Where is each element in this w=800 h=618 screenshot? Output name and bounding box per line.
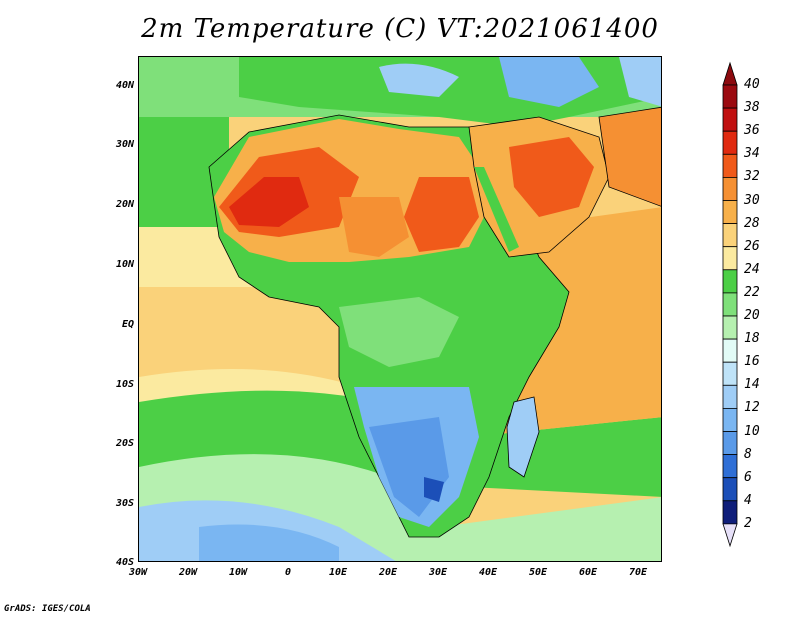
colorbar-label: 6 bbox=[744, 469, 752, 485]
colorbar-label: 20 bbox=[744, 308, 760, 323]
colorbar-swatch bbox=[722, 153, 738, 178]
lon-label-20w: 20W bbox=[178, 567, 198, 578]
map-title: 2m Temperature (C) VT:2021061400 bbox=[141, 14, 659, 44]
arabia-hotter bbox=[509, 137, 594, 217]
colorbar-swatch bbox=[722, 176, 738, 201]
colorbar-swatch bbox=[722, 500, 738, 525]
colorbar-label: 18 bbox=[744, 331, 760, 347]
lat-label-20s: 20S bbox=[115, 438, 134, 449]
alps-cold bbox=[379, 63, 459, 97]
colorbar-arrow-top bbox=[722, 61, 738, 86]
colorbar-swatch bbox=[722, 84, 738, 109]
colorbar-label: 40 bbox=[744, 77, 760, 92]
congo-mild bbox=[339, 297, 459, 367]
lon-label-70e: 70E bbox=[628, 567, 648, 578]
mauritania-hottest bbox=[229, 177, 309, 227]
lon-label-50e: 50E bbox=[528, 567, 548, 578]
colorbar-swatch bbox=[722, 200, 738, 225]
colorbar-swatch bbox=[722, 407, 738, 432]
colorbar-swatch bbox=[722, 292, 738, 317]
caucasus-cold bbox=[619, 57, 661, 107]
colorbar-arrow-bottom bbox=[722, 523, 738, 548]
colorbar-label: 10 bbox=[744, 423, 760, 439]
colorbar-label: 22 bbox=[744, 284, 760, 300]
colorbar-label: 34 bbox=[744, 146, 760, 162]
lon-label-20e: 20E bbox=[378, 567, 398, 578]
lesotho-coldest bbox=[424, 477, 444, 502]
colorbar-swatch bbox=[722, 338, 738, 363]
balkans-cold bbox=[499, 57, 599, 107]
lat-label-40n: 40N bbox=[115, 80, 134, 91]
colorbar-label: 8 bbox=[744, 446, 752, 462]
lat-label-eq: EQ bbox=[121, 319, 134, 330]
lat-label-30s: 30S bbox=[115, 498, 134, 509]
colorbar-label: 24 bbox=[744, 261, 760, 277]
colorbar-label: 32 bbox=[744, 169, 760, 185]
map-canvas bbox=[139, 57, 661, 561]
lat-label-30n: 30N bbox=[115, 139, 134, 150]
iran-region bbox=[598, 106, 661, 207]
colorbar-label: 30 bbox=[744, 192, 760, 208]
footer-credit: GrADS: IGES/COLA bbox=[4, 604, 91, 614]
red-sea bbox=[474, 167, 519, 252]
colorbar-label: 28 bbox=[744, 215, 760, 231]
lon-label-10e: 10E bbox=[328, 567, 348, 578]
lon-label-10w: 10W bbox=[228, 567, 248, 578]
colorbar-label: 2 bbox=[744, 515, 752, 531]
colorbar-label: 38 bbox=[744, 100, 760, 116]
lat-label-20n: 20N bbox=[115, 199, 134, 210]
colorbar-swatch bbox=[722, 223, 738, 248]
colorbar-label: 36 bbox=[744, 123, 760, 139]
colorbar-label: 12 bbox=[744, 400, 760, 416]
madagascar bbox=[506, 396, 540, 478]
temperature-map bbox=[138, 56, 662, 562]
colorbar-swatch bbox=[722, 477, 738, 502]
colorbar-swatch bbox=[722, 107, 738, 132]
lon-label-40e: 40E bbox=[478, 567, 498, 578]
colorbar-swatch bbox=[722, 454, 738, 479]
lat-label-10n: 10N bbox=[115, 259, 134, 270]
colorbar-swatch bbox=[722, 269, 738, 294]
colorbar-swatch bbox=[722, 246, 738, 271]
lat-label-40s: 40S bbox=[115, 557, 134, 568]
colorbar-label: 14 bbox=[744, 377, 760, 393]
lon-label-60e: 60E bbox=[578, 567, 598, 578]
colorbar-label: 26 bbox=[744, 238, 760, 254]
lon-label-30e: 30E bbox=[428, 567, 448, 578]
lon-label-0: 0 bbox=[284, 567, 292, 578]
chad-hot bbox=[339, 197, 409, 257]
south-ocean-colder bbox=[199, 524, 339, 561]
lat-label-10s: 10S bbox=[115, 379, 134, 390]
sudan-hotter bbox=[404, 177, 479, 252]
lon-label-30w: 30W bbox=[128, 567, 148, 578]
colorbar-label: 16 bbox=[744, 354, 760, 370]
colorbar-swatch bbox=[722, 384, 738, 409]
colorbar-swatch bbox=[722, 315, 738, 340]
colorbar-swatches bbox=[722, 61, 738, 548]
colorbar-swatch bbox=[722, 431, 738, 456]
colorbar-swatch bbox=[722, 130, 738, 155]
south-atlantic-green bbox=[139, 390, 409, 477]
colorbar-label: 4 bbox=[744, 492, 752, 508]
colorbar-swatch bbox=[722, 361, 738, 386]
